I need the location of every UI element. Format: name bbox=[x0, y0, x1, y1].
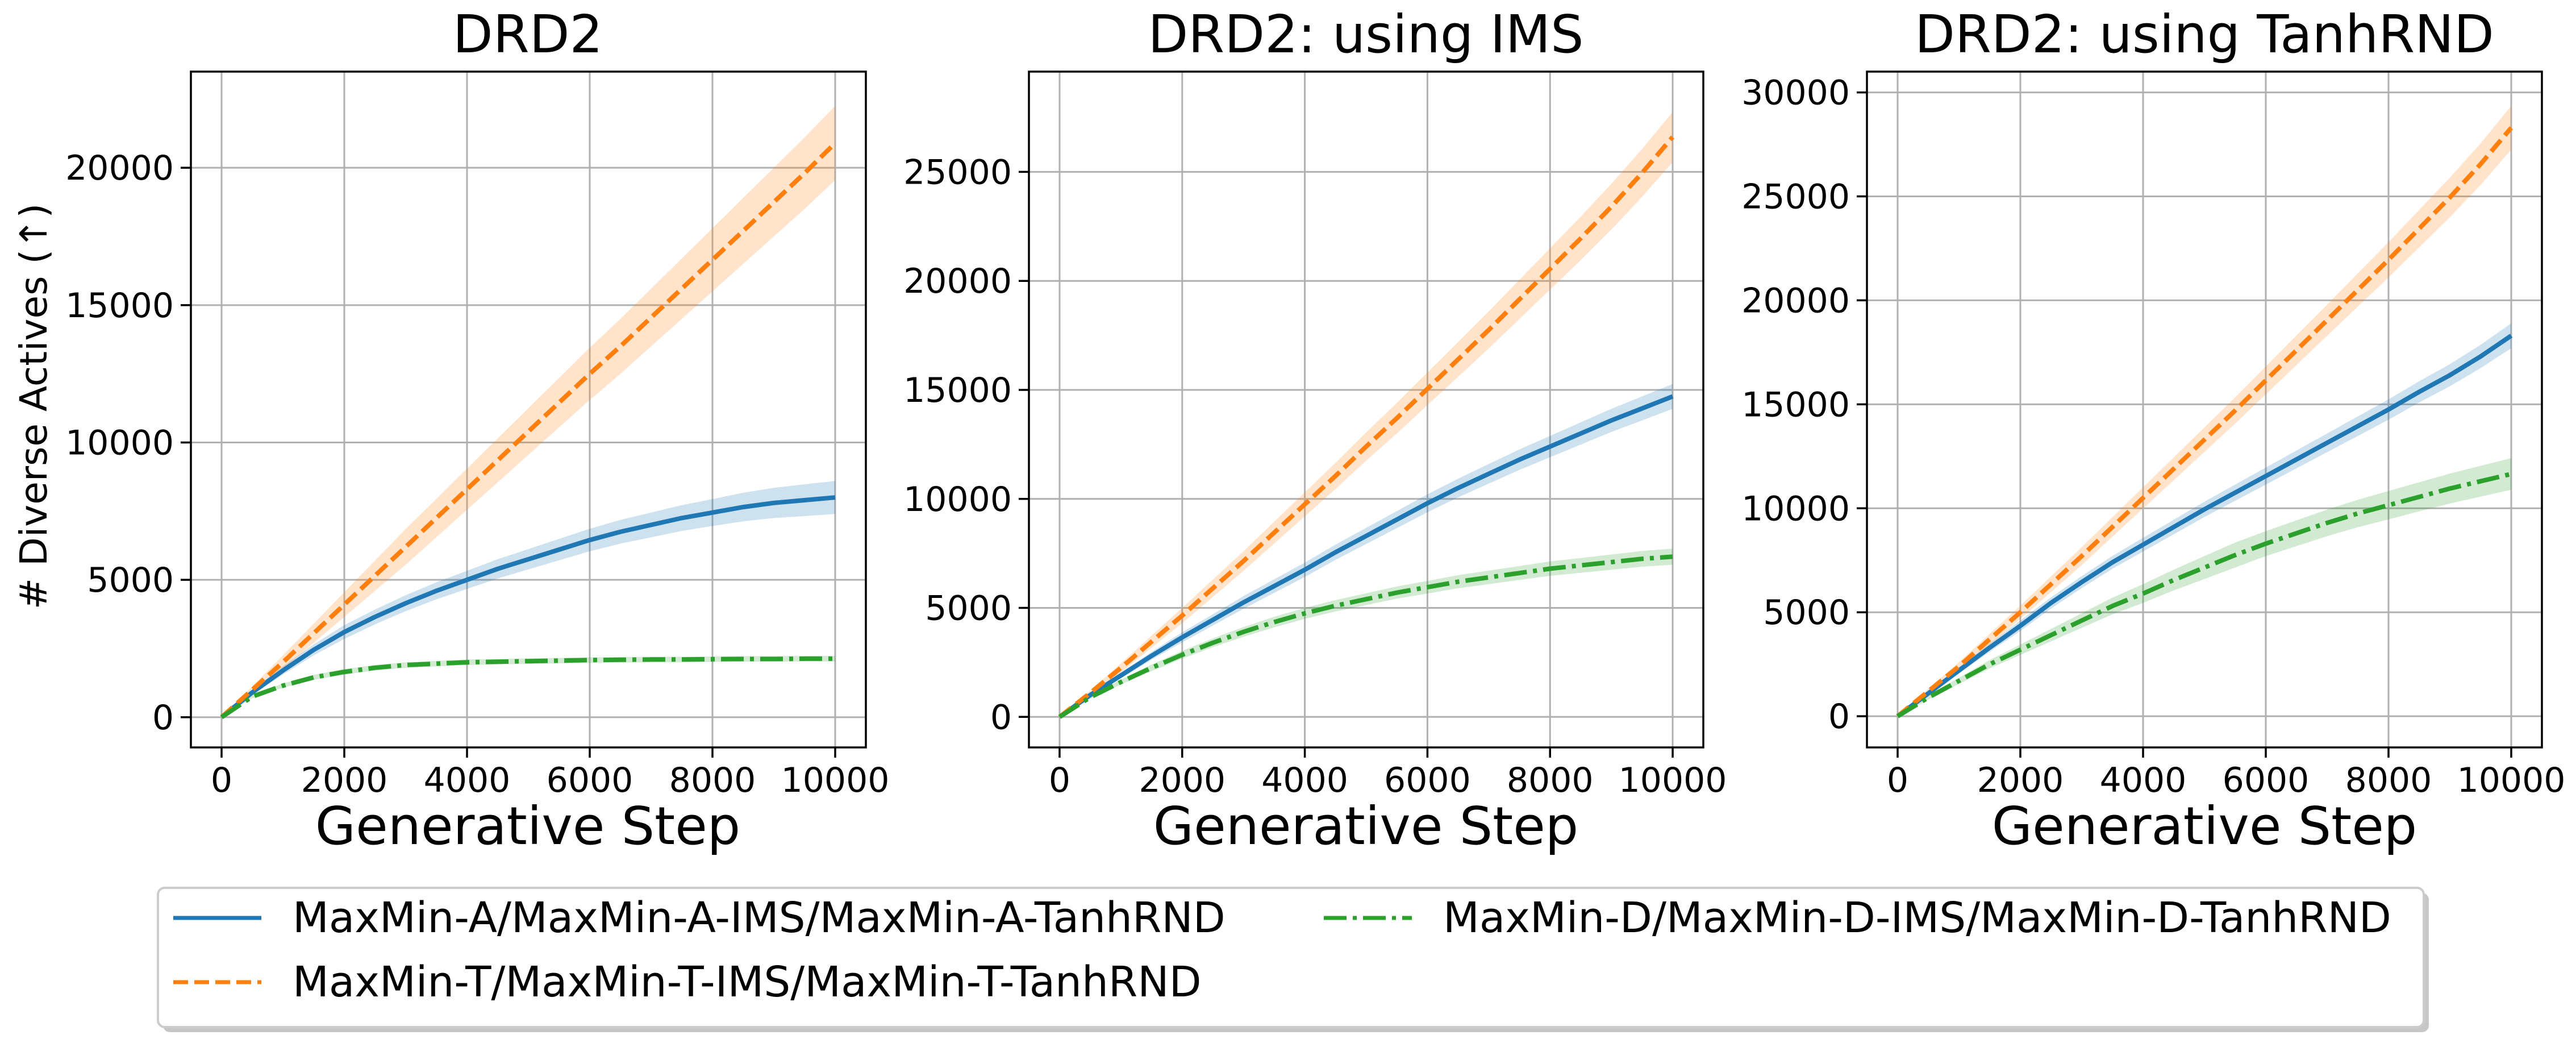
y-tick-label: 0 bbox=[152, 698, 174, 738]
legend-label-maxmin-t: MaxMin-T/MaxMin-T-IMS/MaxMin-T-TanhRND bbox=[293, 958, 1202, 1007]
band-maxmin-d-ims bbox=[1060, 548, 1673, 717]
legend: MaxMin-A/MaxMin-A-IMS/MaxMin-A-TanhRND M… bbox=[157, 887, 2429, 1032]
x-axis-label: Generative Step bbox=[1153, 796, 1578, 857]
panel-drd2-ims: DRD2: using IMS Generative Step 0 2000 400… bbox=[903, 4, 1727, 857]
legend-label-maxmin-d: MaxMin-D/MaxMin-D-IMS/MaxMin-D-TanhRND bbox=[1443, 893, 2391, 942]
y-tick-label: 10000 bbox=[65, 423, 174, 463]
y-tick-label: 25000 bbox=[903, 152, 1012, 192]
x-tick-label: 8000 bbox=[1507, 760, 1594, 800]
panel-drd2: DRD2 Generative Step 0 2000 4000 6000 8000 10… bbox=[65, 4, 889, 857]
legend-label-maxmin-a: MaxMin-A/MaxMin-A-IMS/MaxMin-A-TanhRND bbox=[293, 893, 1226, 942]
series-line-maxmin-a-tanhrnd bbox=[1896, 334, 2513, 718]
y-tick-label: 15000 bbox=[903, 371, 1012, 410]
x-tick-label: 6000 bbox=[547, 760, 633, 800]
y-tick-label: 0 bbox=[1828, 697, 1850, 737]
panel-title: DRD2: using IMS bbox=[1148, 4, 1583, 65]
y-tick-label: 0 bbox=[990, 697, 1012, 737]
y-tick-label: 20000 bbox=[903, 261, 1012, 301]
x-tick-label: 4000 bbox=[1261, 760, 1348, 800]
band-maxmin-t-tanhrnd bbox=[1898, 106, 2511, 717]
x-tick-label: 8000 bbox=[669, 760, 756, 800]
series-line-maxmin-t-tanhrnd bbox=[1896, 126, 2514, 718]
y-tick-label: 20000 bbox=[1741, 281, 1850, 321]
y-tick-label: 5000 bbox=[925, 589, 1012, 629]
x-tick-label: 2000 bbox=[301, 760, 388, 800]
x-tick-label: 4000 bbox=[424, 760, 511, 800]
x-tick-label: 10000 bbox=[1619, 760, 1727, 800]
y-tick-label: 10000 bbox=[1741, 489, 1850, 529]
band-maxmin-t-ims bbox=[1060, 112, 1673, 717]
y-tick-label: 5000 bbox=[1763, 593, 1850, 633]
x-tick-label: 6000 bbox=[1384, 760, 1471, 800]
panel-title: DRD2 bbox=[453, 4, 603, 65]
x-tick-label: 8000 bbox=[2345, 760, 2432, 800]
y-tick-label: 20000 bbox=[65, 148, 174, 188]
y-tick-label: 10000 bbox=[903, 480, 1012, 520]
series-line-maxmin-t-ims bbox=[1058, 135, 1675, 719]
y-tick-label: 15000 bbox=[65, 286, 174, 326]
y-tick-label: 25000 bbox=[1741, 177, 1850, 217]
x-tick-label: 2000 bbox=[1977, 760, 2064, 800]
y-tick-label: 15000 bbox=[1741, 385, 1850, 425]
series-line-maxmin-a-ims bbox=[1058, 394, 1674, 719]
band-maxmin-a-tanhrnd bbox=[1898, 323, 2511, 717]
series-line-maxmin-d-ims bbox=[1058, 554, 1673, 719]
band-maxmin-t bbox=[222, 106, 835, 717]
plot-frame bbox=[190, 70, 867, 749]
plot-frame bbox=[1028, 70, 1704, 749]
series-line-maxmin-d-tanhrnd bbox=[1896, 472, 2512, 718]
series-line-maxmin-t bbox=[220, 141, 837, 719]
band-maxmin-d-tanhrnd bbox=[1898, 458, 2511, 717]
series-line-maxmin-a bbox=[220, 495, 836, 719]
x-tick-label: 10000 bbox=[781, 760, 890, 800]
band-maxmin-a bbox=[222, 481, 835, 717]
x-tick-label: 10000 bbox=[2457, 760, 2566, 800]
shared-y-axis-label: # Diverse Actives (↑) bbox=[12, 203, 56, 610]
y-tick-label: 30000 bbox=[1741, 73, 1850, 113]
x-tick-label: 2000 bbox=[1139, 760, 1226, 800]
x-tick-label: 0 bbox=[1049, 760, 1070, 800]
panel-title: DRD2: using TanhRND bbox=[1915, 4, 2494, 65]
y-tick-label: 5000 bbox=[87, 560, 174, 600]
x-tick-label: 0 bbox=[211, 760, 232, 800]
x-axis-label: Generative Step bbox=[1992, 796, 2417, 857]
series-line-maxmin-d bbox=[220, 656, 835, 720]
x-tick-label: 6000 bbox=[2223, 760, 2310, 800]
band-maxmin-a-ims bbox=[1060, 384, 1673, 717]
panel-drd2-tanhrnd: DRD2: using TanhRND Generative Step 0 200… bbox=[1741, 4, 2565, 857]
plot-frame bbox=[1866, 70, 2543, 749]
x-axis-label: Generative Step bbox=[315, 796, 740, 857]
legend-frame bbox=[157, 887, 2425, 1028]
band-maxmin-d bbox=[222, 656, 835, 717]
x-tick-label: 0 bbox=[1887, 760, 1908, 800]
x-tick-label: 4000 bbox=[2100, 760, 2187, 800]
